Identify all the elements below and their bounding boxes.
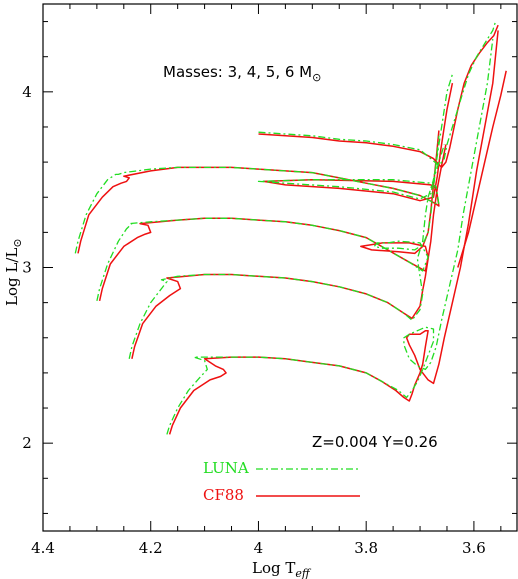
- cf88-track-6b: [258, 24, 499, 169]
- masses-annotation: Masses: 3, 4, 5, 6 M⊙: [163, 63, 321, 84]
- y-tick-label: 3: [22, 259, 32, 277]
- luna-track-6b: [258, 21, 497, 167]
- plot-frame: [42, 3, 518, 532]
- legend: LUNA CF88: [203, 459, 360, 504]
- composition-annotation: Z=0.004 Y=0.26: [312, 433, 438, 451]
- y-tick-label: 2: [22, 434, 32, 452]
- x-tick-labels: 4.4 4.2 4 3.8 3.6: [31, 539, 486, 557]
- y-axis-label: Log L/L⊙: [3, 238, 24, 306]
- y-tick-labels: 2 3 4: [22, 83, 32, 452]
- x-tick-label: 4: [254, 539, 264, 557]
- cf88-track-6: [77, 82, 454, 254]
- x-tick-label: 3.8: [354, 539, 378, 557]
- cf88-track-3: [168, 30, 499, 435]
- y-tick-label: 4: [22, 83, 32, 101]
- axis-ticks: [42, 4, 517, 531]
- cf88-track-5: [98, 130, 440, 302]
- x-tick-label: 3.6: [462, 539, 486, 557]
- x-axis-label: Log Teff: [252, 559, 312, 579]
- track-curves: [74, 21, 507, 435]
- luna-track-5: [96, 135, 440, 302]
- legend-label-luna: LUNA: [203, 459, 249, 477]
- legend-label-cf88: CF88: [203, 486, 244, 504]
- x-tick-label: 4.4: [31, 539, 55, 557]
- cf88-track-tail: [457, 70, 507, 268]
- x-tick-label: 4.2: [139, 539, 163, 557]
- luna-track-3: [166, 39, 494, 435]
- luna-track-6: [74, 74, 454, 254]
